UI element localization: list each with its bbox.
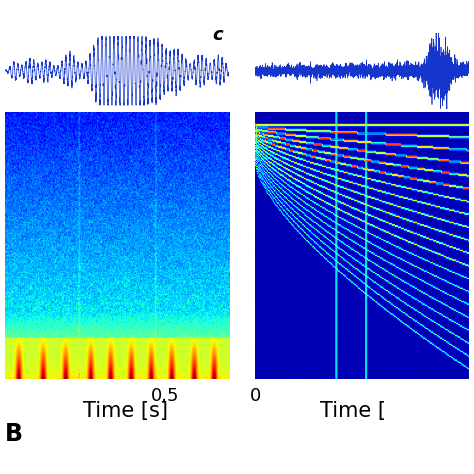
Text: Time [: Time [ — [320, 401, 386, 420]
Text: B: B — [5, 422, 23, 446]
Text: Time [s]: Time [s] — [83, 401, 168, 420]
Text: c: c — [213, 26, 223, 44]
